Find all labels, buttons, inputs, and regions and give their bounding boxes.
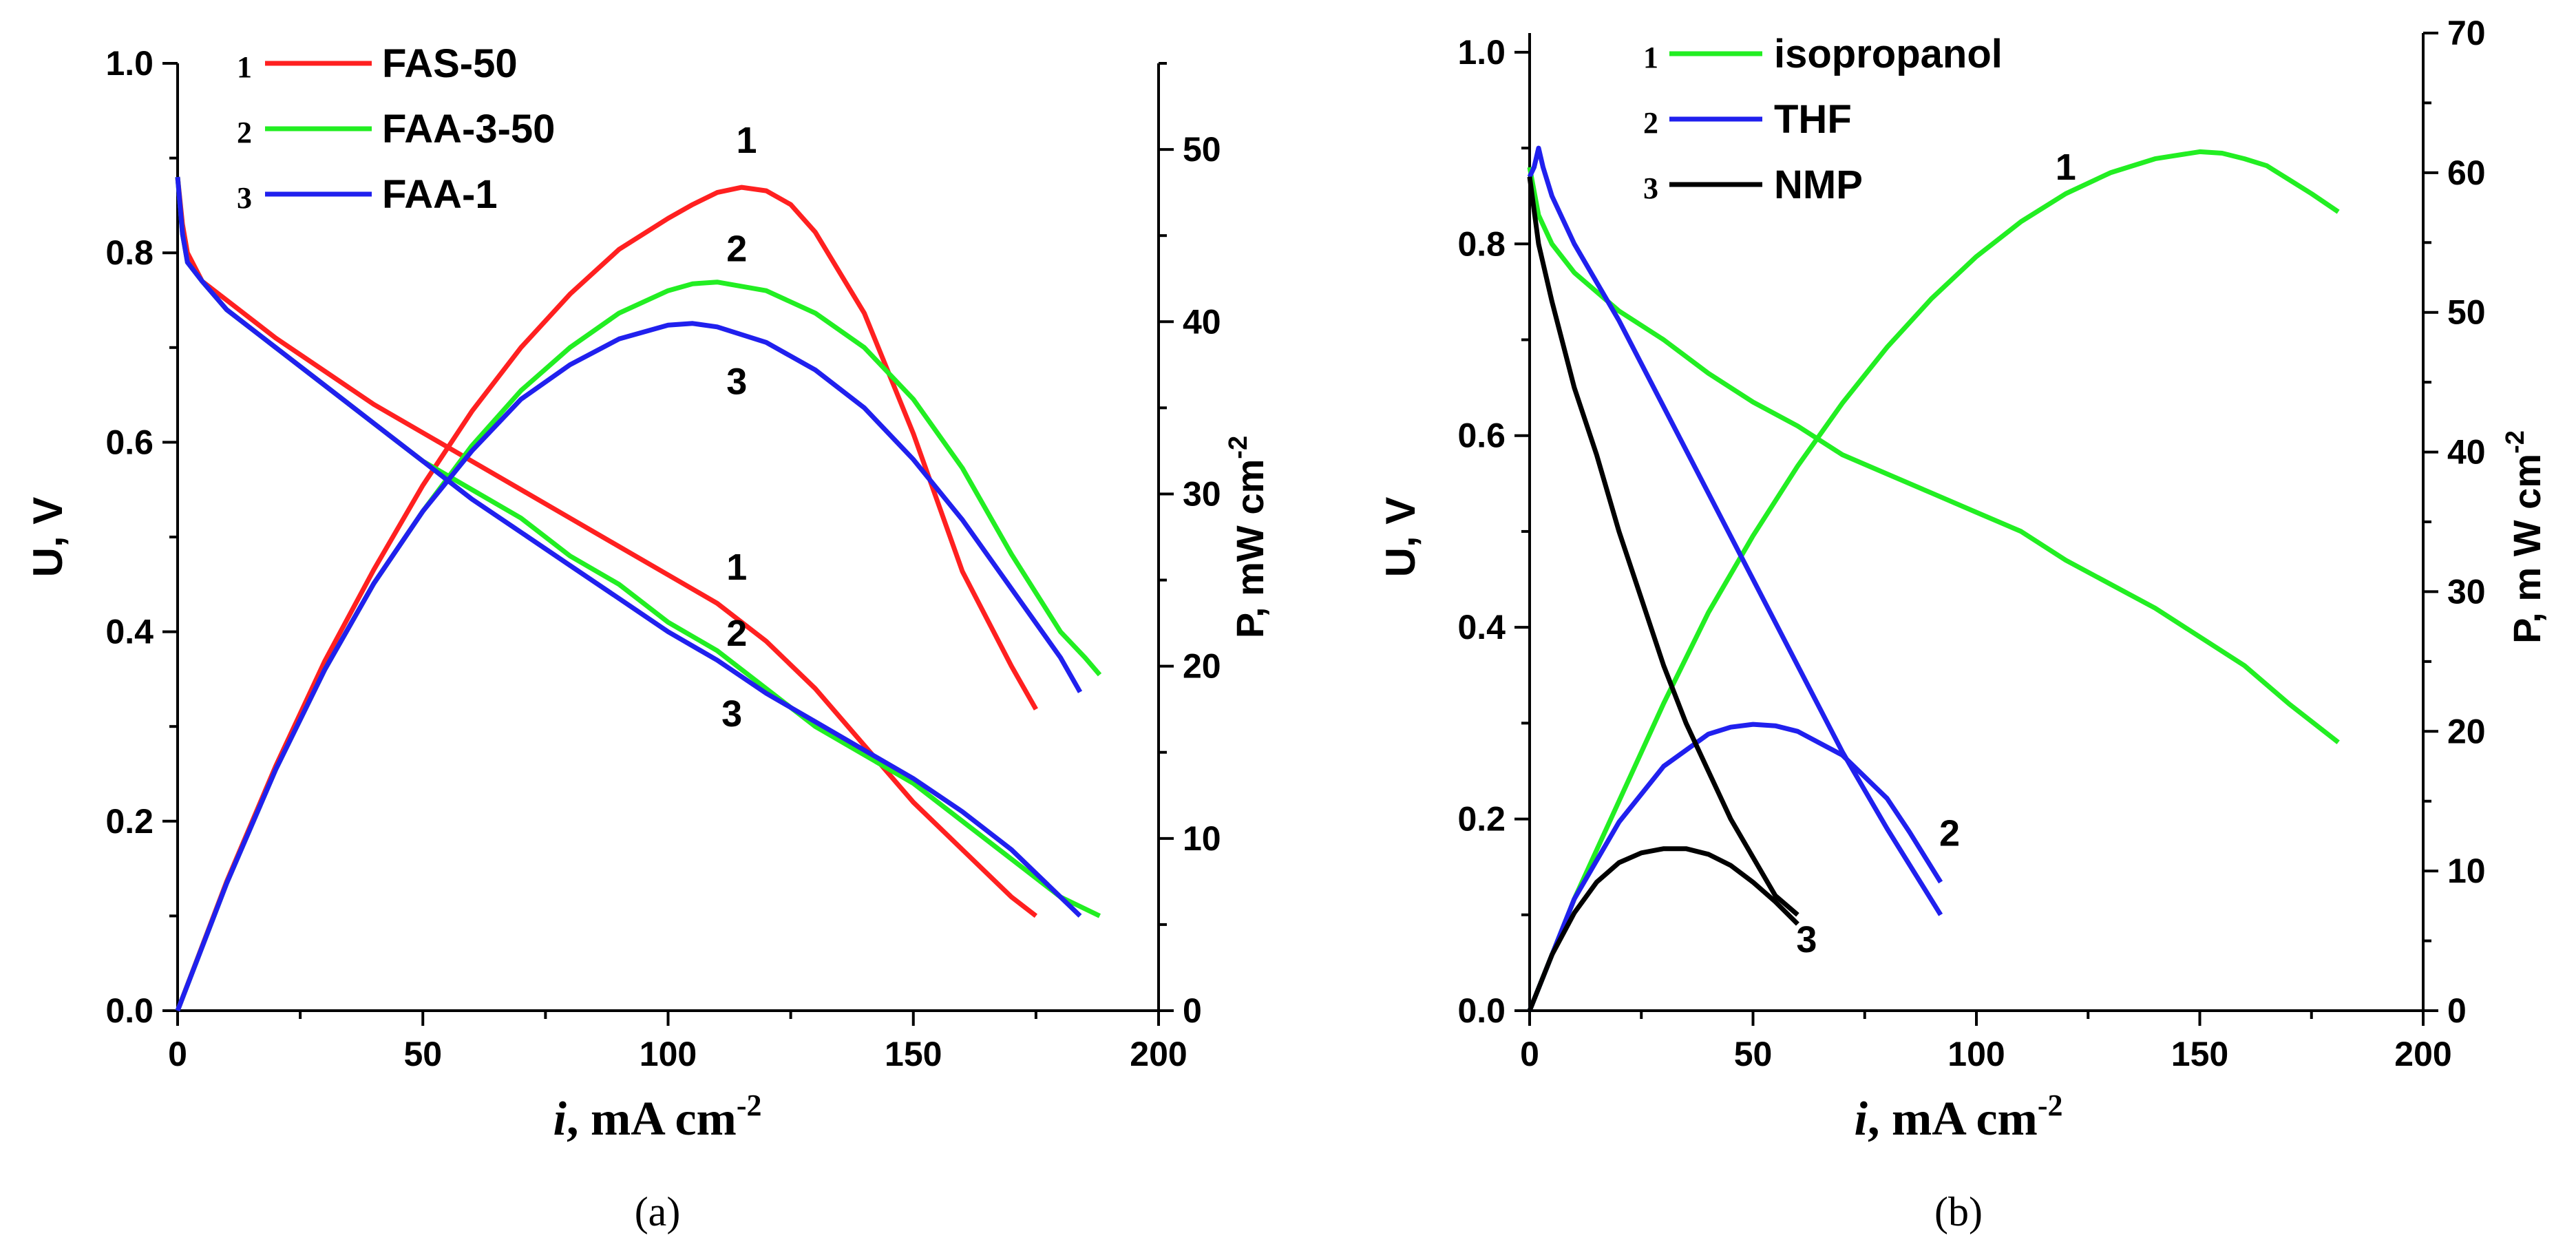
x-tick-label: 200 bbox=[2394, 1035, 2451, 1073]
legend-number: 1 bbox=[1643, 41, 1658, 74]
voltage-curve-3 bbox=[175, 176, 1082, 918]
y-right-tick-label: 30 bbox=[2447, 572, 2486, 611]
x-tick-label: 150 bbox=[2171, 1035, 2228, 1073]
panel-label: (a) bbox=[635, 1189, 681, 1234]
power-curve-3 bbox=[175, 321, 1083, 1012]
y-right-tick-label: 50 bbox=[2447, 293, 2486, 332]
voltage-curve-3 bbox=[1527, 176, 1799, 917]
power-curve-1 bbox=[175, 185, 1038, 1012]
legend-number: 2 bbox=[237, 116, 252, 149]
power-curve-label: 3 bbox=[1796, 919, 1817, 960]
legend-label: FAA-3-50 bbox=[382, 107, 555, 151]
y-right-tick-label: 40 bbox=[2447, 433, 2486, 472]
y-right-tick-label: 20 bbox=[2447, 712, 2486, 750]
power-curve-2 bbox=[1527, 722, 1943, 1012]
y-left-tick-label: 0.0 bbox=[1457, 991, 1506, 1030]
y-right-tick-label: 70 bbox=[2447, 14, 2486, 52]
y-right-tick-label: 50 bbox=[1183, 130, 1221, 169]
voltage-curve-2 bbox=[175, 176, 1101, 918]
y-right-tick-label: 0 bbox=[2447, 991, 2467, 1030]
legend-label: NMP bbox=[1774, 162, 1863, 207]
power-curve-label: 1 bbox=[2056, 147, 2076, 188]
x-tick-label: 150 bbox=[885, 1035, 942, 1073]
voltage-curve-label: 3 bbox=[721, 693, 742, 735]
y-axis-right-title: P, mW cm-2 bbox=[1224, 436, 1271, 638]
x-axis-title-italic: i bbox=[553, 1093, 567, 1146]
voltage-curve-label: 1 bbox=[726, 547, 747, 588]
legend-number: 3 bbox=[237, 181, 252, 215]
voltage-curve-1 bbox=[1527, 167, 2340, 744]
y-right-tick-label: 60 bbox=[2447, 154, 2486, 192]
y-left-tick-label: 0.6 bbox=[1457, 417, 1506, 455]
y-left-tick-label: 0.2 bbox=[105, 802, 154, 841]
y-right-tick-label: 10 bbox=[2447, 852, 2486, 890]
y-left-tick-label: 0.2 bbox=[1457, 800, 1506, 839]
x-tick-label: 0 bbox=[168, 1035, 187, 1073]
x-axis-title-text: , mA cm bbox=[567, 1093, 737, 1146]
voltage-curve-2 bbox=[1527, 145, 1943, 916]
y-right-tick-label: 30 bbox=[1183, 474, 1221, 513]
y-axis-right-title-sup: -2 bbox=[2501, 430, 2530, 454]
y-right-tick-label: 20 bbox=[1183, 647, 1221, 686]
x-axis-title: i, mA cm-2 bbox=[553, 1088, 762, 1146]
legend-number: 2 bbox=[1643, 106, 1658, 140]
x-tick-label: 200 bbox=[1130, 1035, 1187, 1073]
power-curve-3 bbox=[1527, 846, 1799, 1012]
y-axis-right-title: P, m W cm-2 bbox=[2501, 430, 2548, 644]
y-axis-right-title-sup: -2 bbox=[1224, 436, 1253, 459]
x-axis-title: i, mA cm-2 bbox=[1855, 1088, 2063, 1146]
panel-a-chart: 0 50 100 150 200 0.0 0.2 0.4 0.6 0.8 1.0 0 10 20 30 40 5… bbox=[25, 41, 1271, 1234]
x-tick-label: 100 bbox=[1947, 1035, 2005, 1073]
y-left-tick-label: 0.6 bbox=[105, 423, 154, 461]
power-curve-label: 2 bbox=[1939, 813, 1960, 854]
voltage-curve-label: 2 bbox=[726, 613, 747, 654]
y-right-tick-label: 40 bbox=[1183, 302, 1221, 341]
y-left-tick-label: 0.4 bbox=[1457, 608, 1506, 646]
legend-label: THF bbox=[1774, 97, 1852, 142]
x-tick-label: 50 bbox=[1734, 1035, 1773, 1073]
legend-label: isopropanol bbox=[1774, 32, 2003, 76]
y-left-tick-label: 1.0 bbox=[1457, 33, 1506, 72]
y-axis-right-title-text: P, mW cm bbox=[1228, 459, 1271, 638]
y-axis-left-title: U, V bbox=[25, 497, 71, 578]
power-curve-label: 3 bbox=[726, 361, 747, 402]
y-left-tick-label: 0.8 bbox=[105, 233, 154, 272]
y-left-tick-label: 1.0 bbox=[105, 44, 154, 83]
x-axis-title-italic: i bbox=[1855, 1093, 1868, 1146]
y-left-tick-label: 0.4 bbox=[105, 613, 154, 651]
legend-number: 3 bbox=[1643, 171, 1658, 205]
legend-number: 1 bbox=[237, 50, 252, 84]
y-right-tick-label: 10 bbox=[1183, 819, 1221, 858]
y-left-tick-label: 0.0 bbox=[105, 991, 154, 1030]
panel-b-chart: 0 50 100 150 200 0.0 0.2 0.4 0.6 0.8 1.0 0 10 20 30 40 5… bbox=[1377, 14, 2548, 1234]
x-axis-title-sup: -2 bbox=[2038, 1088, 2063, 1122]
panel-label: (b) bbox=[1934, 1189, 1983, 1234]
voltage-curve-1 bbox=[175, 176, 1038, 918]
x-tick-label: 50 bbox=[403, 1035, 442, 1073]
y-right-tick-label: 0 bbox=[1183, 991, 1202, 1030]
legend-label: FAS-50 bbox=[382, 41, 518, 86]
x-axis-title-text: , mA cm bbox=[1868, 1093, 2038, 1146]
power-curve-label: 2 bbox=[726, 229, 747, 270]
y-axis-left-title: U, V bbox=[1377, 497, 1424, 578]
legend-label: FAA-1 bbox=[382, 172, 498, 217]
y-axis-right-title-text: P, m W cm bbox=[2505, 454, 2548, 644]
y-left-tick-label: 0.8 bbox=[1457, 224, 1506, 263]
power-curve-2 bbox=[175, 280, 1102, 1012]
x-tick-label: 100 bbox=[640, 1035, 697, 1073]
x-tick-label: 0 bbox=[1520, 1035, 1539, 1073]
x-axis-title-sup: -2 bbox=[737, 1088, 762, 1122]
power-curve-label: 1 bbox=[736, 120, 757, 161]
power-curve-1 bbox=[1527, 149, 2340, 1012]
